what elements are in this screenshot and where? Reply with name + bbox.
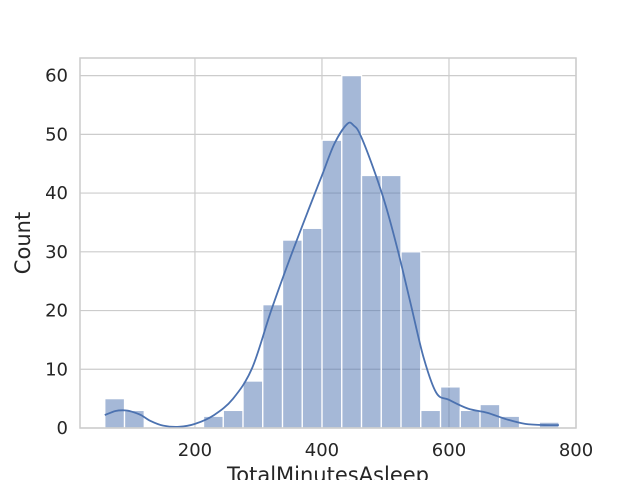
x-tick-labels: 200 400 600 800: [178, 440, 593, 461]
histogram-bar: [202, 415, 224, 429]
plot-frame: [79, 57, 577, 429]
y-tick-label: 0: [57, 418, 68, 439]
y-tick-label: 50: [45, 124, 68, 145]
histogram-bar: [459, 409, 481, 429]
y-tick-label: 30: [45, 242, 68, 263]
x-tick-label: 600: [432, 440, 466, 461]
histogram-bar: [420, 409, 442, 429]
histogram-bar: [360, 174, 382, 429]
kde-curve-group: [104, 121, 559, 428]
x-tick-label: 400: [305, 440, 339, 461]
histogram-bar: [321, 139, 343, 429]
y-tick-label: 10: [45, 359, 68, 380]
histogram-bar: [222, 409, 244, 429]
y-axis-label: Count: [11, 212, 35, 274]
histogram-bar: [242, 380, 264, 429]
histogram-bars: [104, 74, 560, 429]
y-tick-label: 40: [45, 183, 68, 204]
histogram-bar: [439, 386, 461, 429]
y-tick-labels: 0 10 20 30 40 50 60: [45, 66, 68, 439]
histogram-bar: [380, 174, 402, 429]
x-tick-label: 800: [559, 440, 593, 461]
y-tick-label: 20: [45, 301, 68, 322]
histogram-bar: [341, 74, 363, 429]
x-tick-label: 200: [178, 440, 212, 461]
histogram-bar: [301, 227, 323, 429]
histogram-bar: [262, 304, 284, 429]
y-tick-label: 60: [45, 66, 68, 87]
x-axis-label: TotalMinutesAsleep: [226, 463, 429, 480]
kde-curve: [104, 121, 559, 428]
